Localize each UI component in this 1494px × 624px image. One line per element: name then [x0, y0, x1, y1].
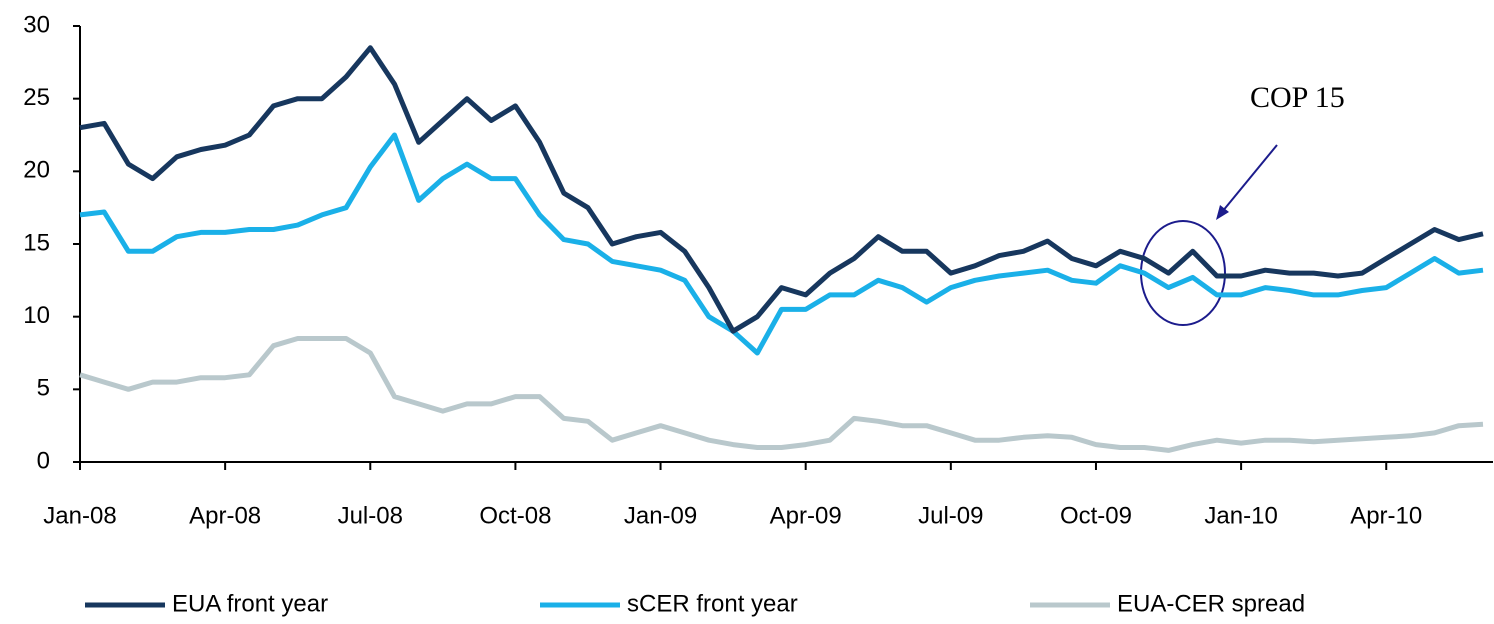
annotation: COP 15 — [1250, 81, 1345, 114]
x-tick-label: Jan-09 — [624, 502, 697, 529]
x-tick-label: Jul-08 — [338, 502, 403, 529]
y-tick-label: 20 — [23, 157, 50, 184]
x-tick-label: Jul-09 — [918, 502, 983, 529]
annotation-arrow — [1221, 144, 1278, 213]
x-tick-label: Jan-08 — [43, 502, 116, 529]
series-line — [79, 45, 1484, 334]
x-tick-label: Apr-09 — [770, 502, 842, 529]
y-tick-label: 0 — [37, 447, 50, 474]
y-tick-label: 30 — [23, 11, 50, 38]
y-tick-label: 10 — [23, 302, 50, 329]
legend-label: EUA front year — [172, 590, 328, 617]
x-tick-label: Apr-08 — [189, 502, 261, 529]
legend-label: EUA-CER spread — [1117, 590, 1305, 617]
y-tick-label: 25 — [23, 84, 50, 111]
x-tick-label: Oct-08 — [479, 502, 551, 529]
series-line — [79, 132, 1484, 356]
legend-label: sCER front year — [627, 590, 798, 617]
y-tick-label: 15 — [23, 229, 50, 256]
x-tick-label: Apr-10 — [1350, 502, 1422, 529]
x-tick-label: Oct-09 — [1060, 502, 1132, 529]
x-tick-label: Jan-10 — [1204, 502, 1277, 529]
y-tick-label: 5 — [37, 375, 50, 402]
series-line — [79, 336, 1484, 453]
arrow-head — [1216, 205, 1229, 220]
